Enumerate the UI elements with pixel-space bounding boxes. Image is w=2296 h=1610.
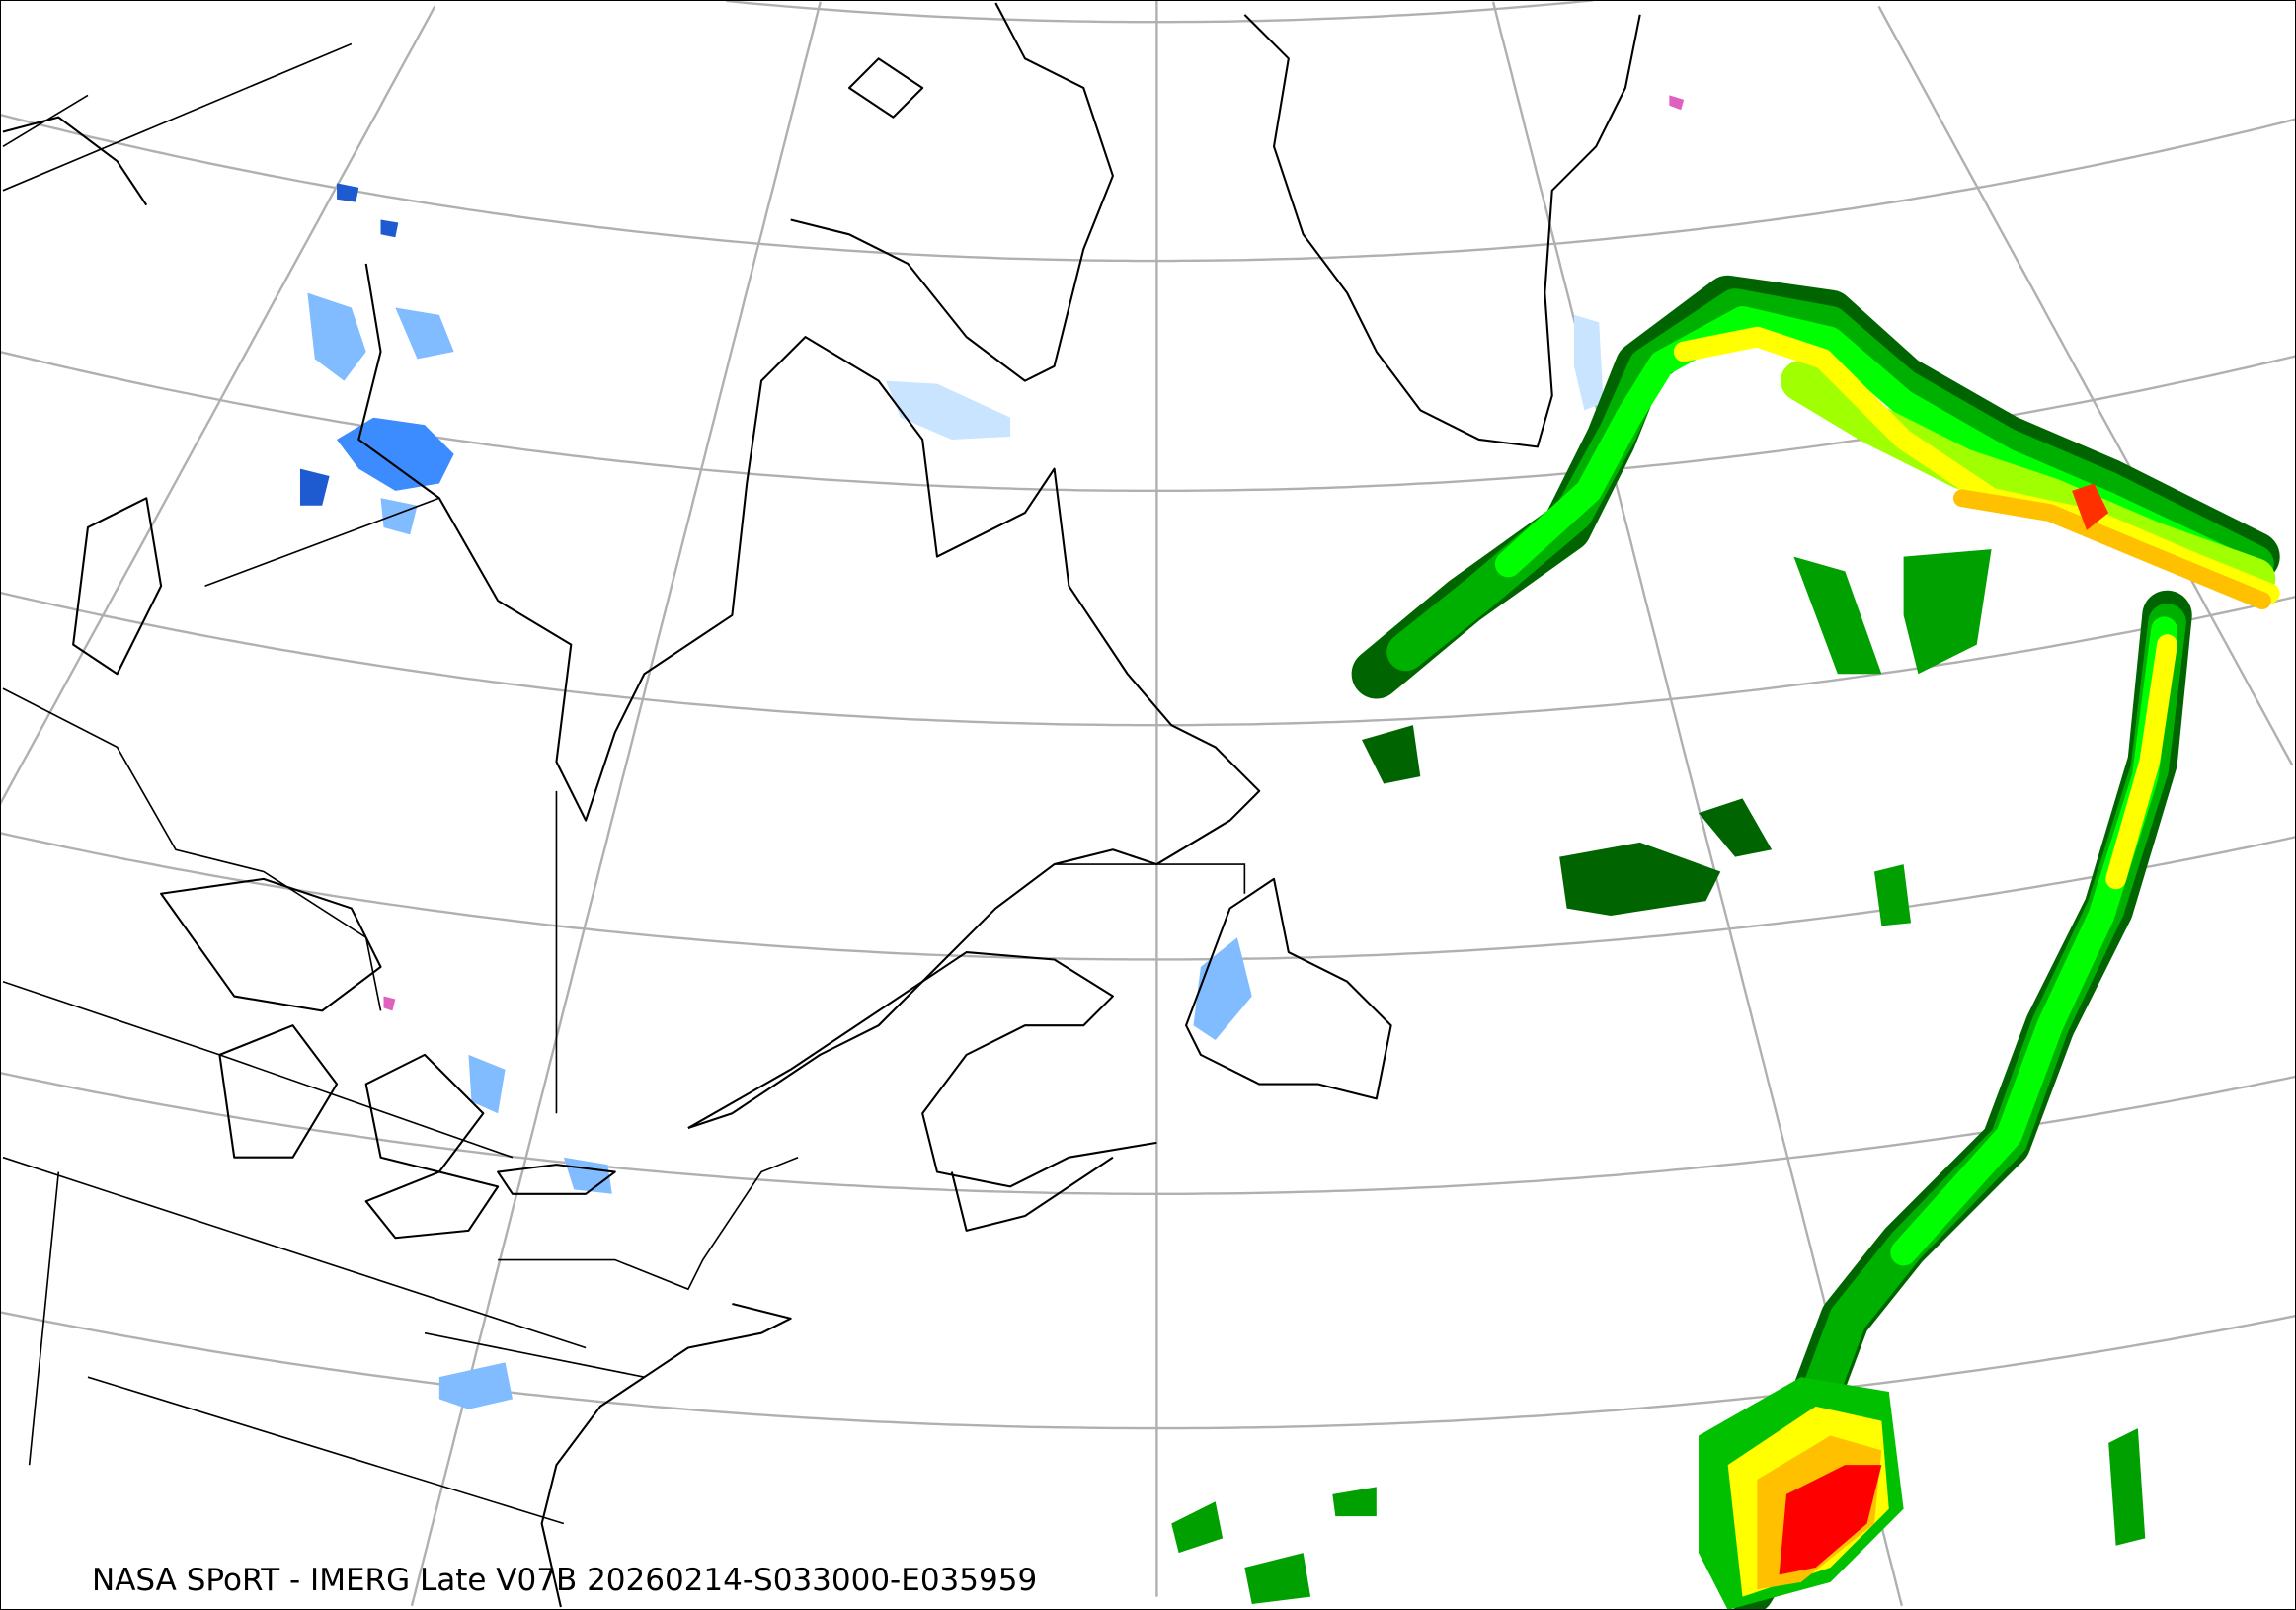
rain-core-red	[2072, 483, 2109, 530]
quebec-north-shore	[687, 951, 1157, 1232]
political-borders	[2, 42, 1246, 1525]
snow-dark	[299, 183, 399, 506]
latitude-line	[0, 1311, 2296, 1430]
latitude-line	[726, 0, 1594, 24]
provincial-borders	[2, 42, 1246, 1525]
snow-hudson-bay	[337, 417, 454, 491]
us-east-coast	[540, 1303, 792, 1608]
latitude-line	[0, 113, 2296, 263]
rain-band-orange	[1953, 489, 2271, 609]
rain-band-green	[1386, 288, 2274, 1572]
rain-band-yellow	[1673, 326, 2280, 890]
map-caption: NASA SPoRT - IMERG Late V07B 20260214-S0…	[92, 1563, 1038, 1598]
snow-labrador-sea	[1573, 314, 1604, 411]
snow-ungava	[886, 380, 1011, 440]
great-lakes	[160, 877, 616, 1240]
rain-scattered	[1171, 549, 2146, 1605]
canada-us-border	[2, 687, 799, 1291]
snow-hudson-bay-light	[307, 292, 454, 535]
snow-great-lakes	[438, 1054, 612, 1409]
labrador-coast-west	[2, 116, 163, 676]
newfoundland-coast	[1185, 877, 1392, 1100]
rain-nova-scotia-east	[1361, 725, 1773, 916]
latitude-line	[0, 1071, 2296, 1195]
coastlines	[2, 2, 1641, 1608]
hudson-bay-coast	[357, 263, 1261, 1130]
baffin-coast	[790, 2, 1114, 382]
latitude-line	[0, 591, 2296, 727]
longitude-line	[410, 1, 822, 1607]
longitude-line	[0, 5, 436, 805]
greenland-coast	[1243, 14, 1641, 448]
rainfall-areas	[383, 95, 2280, 1610]
longitude-line	[1877, 5, 2294, 766]
rain-south-red	[1779, 1465, 1882, 1575]
snowfall-areas	[299, 183, 1604, 1409]
snow-newfoundland	[1193, 937, 1252, 1041]
latitude-line	[0, 832, 2296, 961]
